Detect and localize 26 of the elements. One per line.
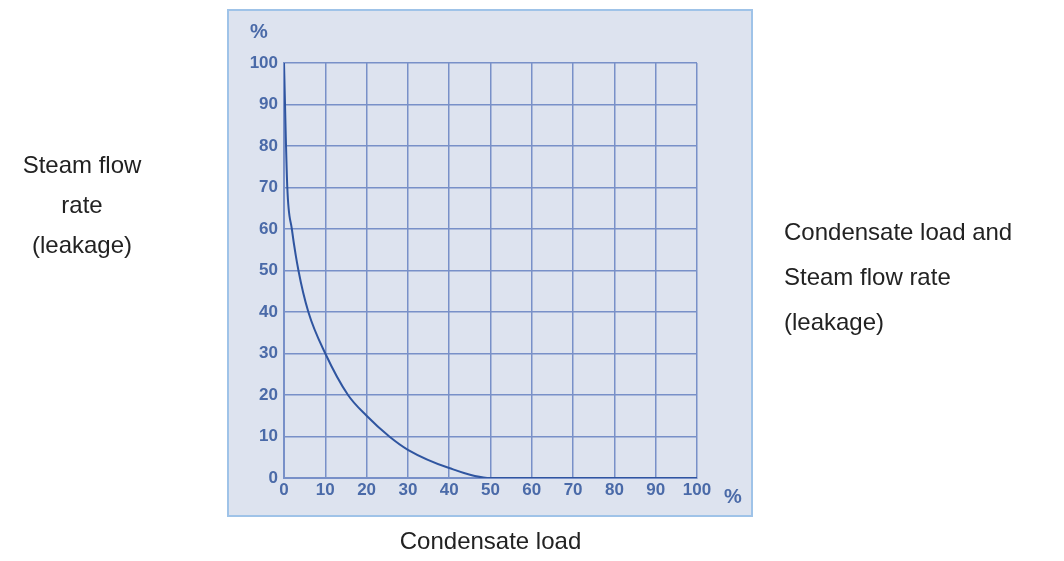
x-tick-label: 70: [563, 479, 583, 499]
y-tick-label: 90: [259, 94, 278, 114]
y-tick-label: 30: [259, 343, 278, 363]
x-tick-label: 10: [315, 479, 335, 499]
y-axis-title: Steam flow rate (leakage): [22, 150, 143, 258]
x-tick-label: 100: [682, 479, 712, 499]
y-tick-label: 60: [259, 218, 278, 238]
y-tick-label: 100: [249, 52, 278, 72]
y-tick-label: 80: [259, 135, 278, 155]
text: %: [724, 484, 742, 507]
text: Condensate load and Steam flow rate (leakage): [784, 217, 1013, 335]
y-tick-label: 10: [259, 426, 278, 446]
x-tick-label: 50: [481, 479, 500, 499]
x-tick-label: 80: [604, 479, 624, 499]
line-series: [284, 63, 697, 478]
x-tick-label: 20: [357, 479, 377, 499]
text: %: [250, 19, 269, 42]
x-tick-label: 60: [522, 479, 542, 499]
y-tick-label: 20: [259, 384, 278, 404]
x-axis-title: Condensate load: [399, 527, 582, 555]
x-tick-label: 40: [439, 479, 459, 499]
y-tick-label: 70: [259, 177, 278, 197]
y-tick-label: 40: [259, 301, 278, 321]
x-tick-label: 30: [398, 479, 418, 499]
x-tick-label: 90: [646, 479, 666, 499]
y-tick-label: 50: [259, 260, 278, 280]
